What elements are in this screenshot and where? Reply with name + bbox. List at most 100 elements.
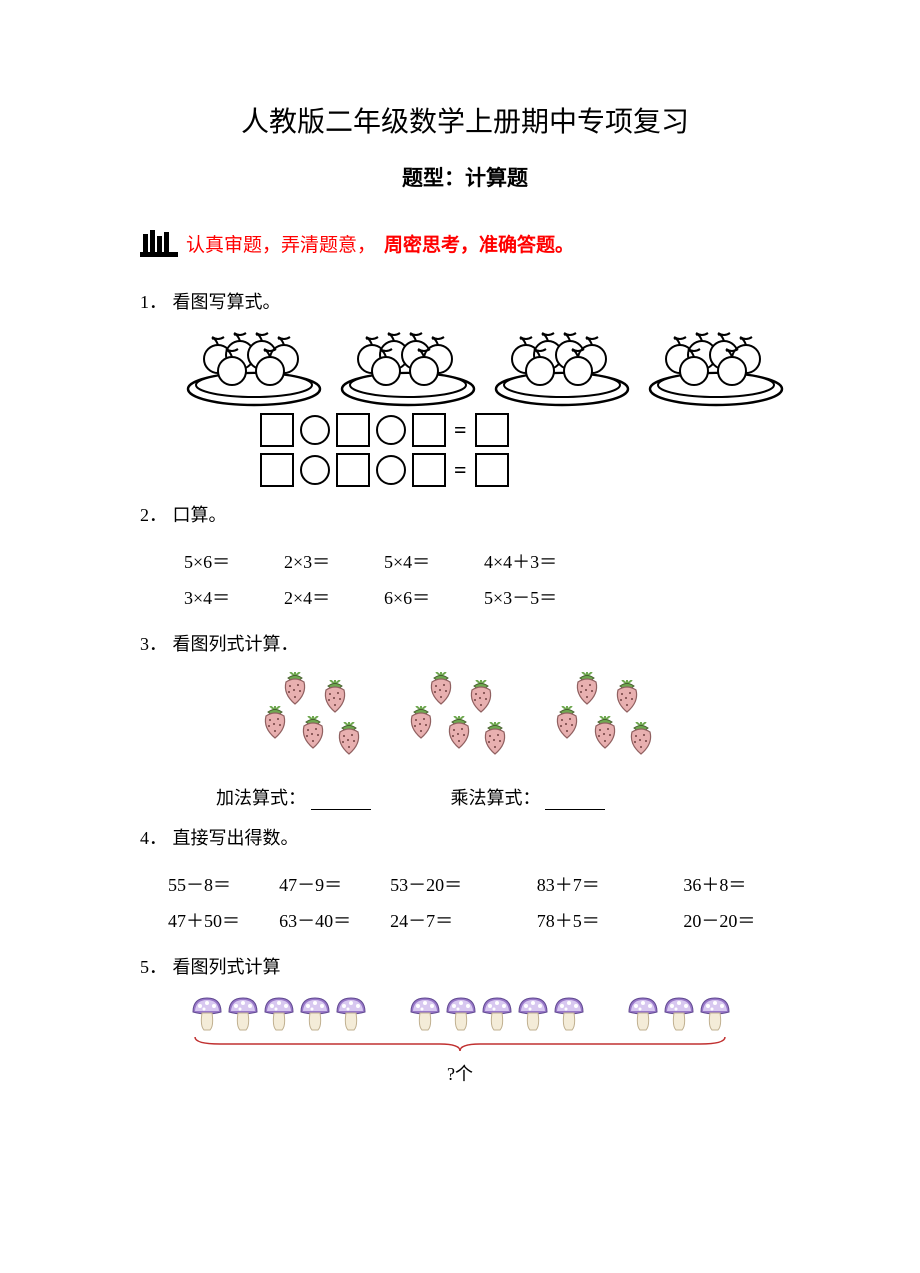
page-title: 人教版二年级数学上册期中专项复习 (140, 100, 790, 140)
blank-box[interactable] (260, 413, 294, 447)
q1-expr-2: = (260, 453, 790, 487)
q2-num: 2． (140, 501, 168, 530)
mushroom-group (408, 996, 586, 1037)
blank-circle[interactable] (376, 415, 406, 445)
q3-strawberries (260, 672, 790, 772)
blank-box[interactable] (336, 413, 370, 447)
strawberry-group (552, 672, 662, 772)
q2-grid: 5×6＝ 2×3＝ 5×4＝ 4×4＋3＝ 3×4＝ 2×4＝ 6×6＝ 5×3… (184, 544, 790, 616)
blank-box[interactable] (412, 413, 446, 447)
strawberry-icon (480, 722, 510, 761)
equals-sign: = (452, 457, 469, 483)
q2-r2c2: 2×4＝ (284, 580, 384, 616)
question-3: 3． 看图列式计算． (140, 630, 790, 659)
blank-box[interactable] (336, 453, 370, 487)
fruit-plate (492, 331, 632, 407)
blank-box[interactable] (412, 453, 446, 487)
mushroom-icon (226, 996, 260, 1037)
mushroom-icon (190, 996, 224, 1037)
question-1: 1． 看图写算式。 (140, 288, 790, 317)
q5-num: 5． (140, 953, 168, 982)
blank-circle[interactable] (376, 455, 406, 485)
q4-r1c2: 47－9＝ (279, 867, 390, 903)
q5-mushrooms (190, 996, 790, 1037)
tip-row: 认真审题，弄清题意， 周密思考，准确答题。 (140, 228, 790, 258)
q3-answers: 加法算式： 乘法算式： (216, 784, 790, 810)
q2-r2c4: 5×3－5＝ (484, 580, 624, 616)
strawberry-icon (298, 716, 328, 755)
books-icon (140, 228, 178, 258)
answer-blank[interactable] (545, 791, 605, 810)
q2-r2c1: 3×4＝ (184, 580, 284, 616)
strawberry-icon (612, 680, 642, 719)
strawberry-icon (552, 706, 582, 745)
mushroom-icon (662, 996, 696, 1037)
question-4: 4． 直接写出得数。 (140, 824, 790, 853)
blank-circle[interactable] (300, 455, 330, 485)
fruit-plate (338, 331, 478, 407)
fruit-plate (646, 331, 786, 407)
mushroom-icon (480, 996, 514, 1037)
mushroom-icon (444, 996, 478, 1037)
mushroom-icon (626, 996, 660, 1037)
mushroom-icon (334, 996, 368, 1037)
q1-expr-1: = (260, 413, 790, 447)
strawberry-icon (590, 716, 620, 755)
q4-r1c3: 53－20＝ (390, 867, 537, 903)
q4-r2c3: 24－7＝ (390, 903, 537, 939)
strawberry-icon (466, 680, 496, 719)
mushroom-group (190, 996, 368, 1037)
q4-r2c1: 47＋50＝ (168, 903, 279, 939)
q5-brace (190, 1035, 790, 1058)
fruit-plate (184, 331, 324, 407)
blank-box[interactable] (475, 453, 509, 487)
q1-text: 看图写算式。 (173, 292, 281, 312)
blank-circle[interactable] (300, 415, 330, 445)
q2-r1c3: 5×4＝ (384, 544, 484, 580)
tip-text-2: 周密思考，准确答题。 (384, 230, 574, 257)
question-2: 2． 口算。 (140, 501, 790, 530)
q4-num: 4． (140, 824, 168, 853)
strawberry-group (406, 672, 516, 772)
q4-r2c5: 20－20＝ (683, 903, 790, 939)
q3-add-label: 加法算式： (216, 788, 306, 808)
q2-r1c4: 4×4＋3＝ (484, 544, 624, 580)
q3-text: 看图列式计算． (173, 634, 299, 654)
q2-r1c2: 2×3＝ (284, 544, 384, 580)
q2-r1c1: 5×6＝ (184, 544, 284, 580)
q4-grid: 55－8＝ 47－9＝ 53－20＝ 83＋7＝ 36＋8＝ 47＋50＝ 63… (168, 867, 790, 939)
strawberry-icon (334, 722, 364, 761)
question-5: 5． 看图列式计算 (140, 953, 790, 982)
q5-text: 看图列式计算 (173, 957, 281, 977)
blank-box[interactable] (260, 453, 294, 487)
q4-r2c2: 63－40＝ (279, 903, 390, 939)
q4-r1c5: 36＋8＝ (683, 867, 790, 903)
strawberry-group (260, 672, 370, 772)
q4-text: 直接写出得数。 (173, 828, 299, 848)
q3-mul-label: 乘法算式： (451, 788, 541, 808)
mushroom-icon (298, 996, 332, 1037)
strawberry-icon (444, 716, 474, 755)
mushroom-icon (408, 996, 442, 1037)
equals-sign: = (452, 417, 469, 443)
strawberry-icon (260, 706, 290, 745)
tip-text-1: 认真审题，弄清题意， (186, 230, 376, 257)
strawberry-icon (406, 706, 436, 745)
mushroom-icon (262, 996, 296, 1037)
q4-r1c4: 83＋7＝ (537, 867, 684, 903)
answer-blank[interactable] (311, 791, 371, 810)
blank-box[interactable] (475, 413, 509, 447)
mushroom-icon (698, 996, 732, 1037)
strawberry-icon (626, 722, 656, 761)
q1-plates (184, 331, 790, 407)
page-subtitle: 题型：计算题 (140, 162, 790, 192)
mushroom-group (626, 996, 732, 1037)
q1-num: 1． (140, 288, 168, 317)
q3-num: 3． (140, 630, 168, 659)
q2-r2c3: 6×6＝ (384, 580, 484, 616)
mushroom-icon (552, 996, 586, 1037)
q4-r1c1: 55－8＝ (168, 867, 279, 903)
q2-text: 口算。 (173, 505, 227, 525)
q4-r2c4: 78＋5＝ (537, 903, 684, 939)
mushroom-icon (516, 996, 550, 1037)
